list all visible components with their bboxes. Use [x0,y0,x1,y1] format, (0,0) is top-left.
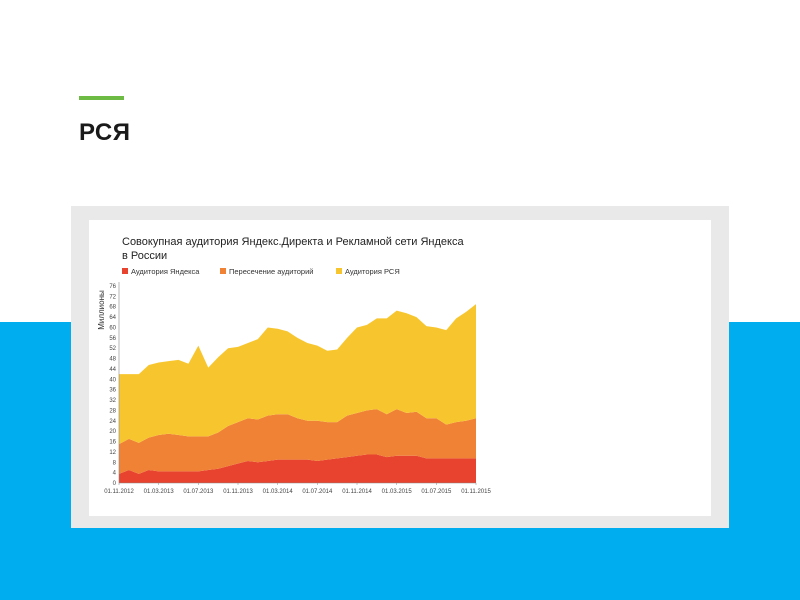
legend-label-1: Аудитория Яндекса [131,267,200,276]
y-tick-label: 8 [113,460,117,466]
y-tick-label: 28 [109,408,116,414]
y-tick-label: 0 [113,481,117,487]
area-series-2 [119,409,476,474]
chart-axes: 048121620242832364044485256606468727601.… [104,282,491,495]
chart-card: Совокупная аудитория Яндекс.Директа и Ре… [89,220,711,516]
y-tick-label: 52 [109,346,116,352]
y-tick-label: 20 [109,429,116,435]
legend-label-2: Пересечение аудиторий [229,267,313,276]
y-tick-label: 4 [113,471,117,477]
y-tick-label: 56 [109,336,116,342]
y-tick-label: 24 [109,419,116,425]
y-tick-label: 12 [109,450,116,456]
y-axis-label: Миллионы [97,290,106,330]
legend-swatch-3 [336,268,342,274]
x-tick-label: 01.11.2012 [104,489,134,495]
y-tick-label: 68 [109,305,116,311]
y-tick-label: 36 [109,388,116,394]
y-tick-label: 64 [109,315,116,321]
title-accent-bar [79,96,124,100]
chart-areas [119,304,476,483]
area-series-1 [119,454,476,483]
chart-title-line-1: Совокупная аудитория Яндекс.Директа и Ре… [122,236,464,248]
y-tick-label: 44 [109,367,116,373]
y-tick-label: 32 [109,398,116,404]
legend-label-3: Аудитория РСЯ [345,267,400,276]
legend-swatch-2 [220,268,226,274]
legend-swatch-1 [122,268,128,274]
x-tick-label: 01.03.2013 [144,489,175,495]
chart-title: Совокупная аудитория Яндекс.Директа и Ре… [122,236,464,262]
x-tick-label: 01.07.2014 [302,489,333,495]
x-tick-label: 01.11.2015 [461,489,491,495]
slide-title: РСЯ [79,119,131,146]
y-tick-label: 16 [109,440,116,446]
area-series-3 [119,304,476,445]
stacked-area-chart: Совокупная аудитория Яндекс.Директа и Ре… [97,236,491,495]
y-tick-label: 60 [109,325,116,331]
y-tick-label: 72 [109,294,116,300]
x-tick-label: 01.07.2013 [183,489,214,495]
y-tick-label: 76 [109,284,116,290]
x-tick-label: 01.11.2014 [342,489,372,495]
x-tick-label: 01.07.2015 [421,489,452,495]
x-tick-label: 01.03.2014 [263,489,294,495]
x-tick-label: 01.03.2015 [382,489,413,495]
y-tick-label: 48 [109,357,116,363]
chart-title-line-2: в России [122,250,167,262]
x-tick-label: 01.11.2013 [223,489,253,495]
chart-legend: Аудитория Яндекса Пересечение аудиторий Ау… [122,267,400,276]
y-tick-label: 40 [109,377,116,383]
